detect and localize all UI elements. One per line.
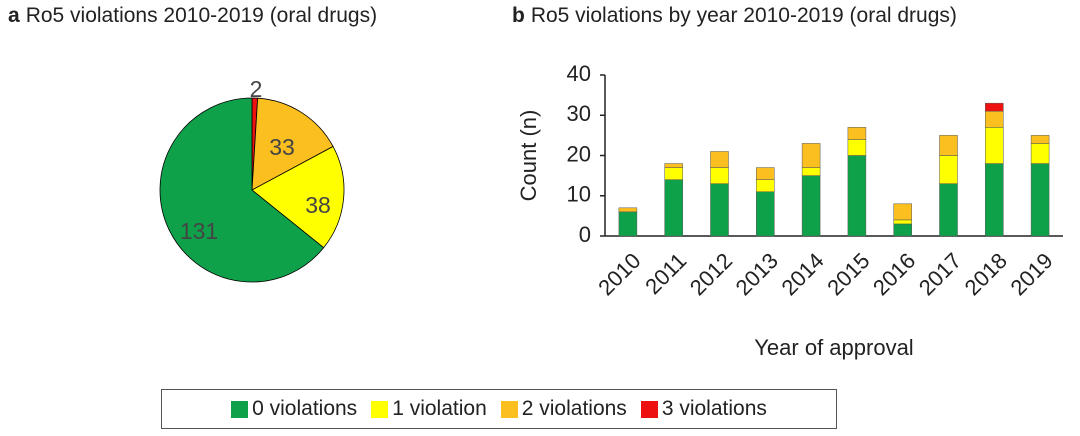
bar-segment bbox=[664, 179, 683, 237]
y-tick-label: 10 bbox=[567, 182, 591, 207]
x-tick-label: 2013 bbox=[731, 248, 783, 300]
bar-segment bbox=[893, 219, 912, 225]
x-tick-label: 2014 bbox=[776, 248, 828, 300]
x-tick-label: 2017 bbox=[914, 248, 966, 300]
bar-segment bbox=[939, 135, 958, 156]
bar-segment bbox=[756, 167, 775, 180]
pie-data-label: 2 bbox=[250, 76, 263, 102]
bar-segment bbox=[893, 203, 912, 221]
pie-chart: 2 33 38 131 bbox=[159, 76, 345, 283]
bar-segment bbox=[664, 167, 683, 180]
bar-segment bbox=[985, 102, 1004, 112]
x-tick-label: 2010 bbox=[593, 248, 645, 300]
legend-item-0-violations: 0 violations bbox=[231, 397, 357, 421]
y-axis-title: Count (n) bbox=[516, 110, 541, 202]
bar-segment bbox=[847, 139, 867, 156]
bar-segment bbox=[939, 155, 958, 184]
bar-segment bbox=[618, 207, 638, 213]
panel-letter-a: a bbox=[8, 4, 20, 27]
legend: 0 violations 1 violation 2 violations 3 … bbox=[161, 389, 837, 429]
y-tick-label: 30 bbox=[567, 101, 591, 126]
bar-segment bbox=[939, 183, 958, 237]
bar-title-text: Ro5 violations by year 2010-2019 (oral d… bbox=[530, 4, 957, 27]
x-tick-label: 2011 bbox=[640, 248, 691, 299]
x-tick-label: 2019 bbox=[1005, 248, 1057, 300]
bar-segment bbox=[847, 155, 867, 237]
legend-swatch bbox=[371, 400, 389, 418]
legend-label: 1 violation bbox=[392, 397, 487, 420]
pie-data-label: 33 bbox=[269, 134, 295, 160]
legend-item-1-violation: 1 violation bbox=[371, 397, 487, 421]
bar-segment bbox=[801, 167, 821, 176]
x-tick-label: 2015 bbox=[822, 248, 874, 300]
legend-item-3-violations: 3 violations bbox=[640, 397, 767, 421]
bar-segment bbox=[801, 175, 821, 237]
bar-segment bbox=[710, 151, 729, 168]
pie-slice bbox=[251, 145, 345, 249]
x-axis-title: Year of approval bbox=[754, 335, 913, 360]
y-tick-label: 40 bbox=[567, 61, 591, 86]
bar-segment bbox=[664, 163, 683, 168]
panel-letter-b: b bbox=[512, 4, 525, 27]
bar-segment bbox=[618, 211, 638, 237]
pie-title-text: Ro5 violations 2010-2019 (oral drugs) bbox=[25, 4, 378, 27]
legend-swatch bbox=[231, 400, 249, 418]
x-tick-label: 2012 bbox=[685, 248, 737, 300]
y-tick-label: 20 bbox=[567, 141, 591, 166]
bar-segment bbox=[847, 127, 867, 140]
bar-segment bbox=[985, 163, 1004, 237]
legend-swatch bbox=[640, 400, 658, 418]
bar-segment bbox=[1030, 163, 1050, 237]
bar-segment bbox=[893, 223, 912, 237]
bar-segment bbox=[985, 127, 1004, 164]
bar-segment bbox=[1030, 143, 1050, 164]
bar-chart-title: b Ro5 violations by year 2010-2019 (oral … bbox=[512, 4, 957, 28]
pie-slice bbox=[251, 97, 334, 191]
bar-segment bbox=[801, 143, 821, 168]
bar-segment bbox=[710, 183, 729, 237]
x-tick-label: 2016 bbox=[868, 248, 920, 300]
bar-segment bbox=[985, 110, 1004, 128]
pie-data-label: 38 bbox=[305, 192, 331, 218]
pie-slice bbox=[159, 97, 325, 283]
pie-chart-title: a Ro5 violations 2010-2019 (oral drugs) bbox=[8, 4, 377, 28]
legend-label: 2 violations bbox=[521, 397, 627, 420]
y-tick-label: 0 bbox=[579, 222, 591, 247]
bar-segment bbox=[710, 167, 729, 184]
pie-data-label: 131 bbox=[180, 218, 218, 244]
legend-label: 0 violations bbox=[252, 397, 358, 420]
bar-segment bbox=[756, 191, 775, 237]
legend-label: 3 violations bbox=[661, 397, 767, 420]
legend-swatch bbox=[500, 400, 518, 418]
x-tick-label: 2018 bbox=[960, 248, 1012, 300]
bar-segment bbox=[756, 179, 775, 192]
bar-segment bbox=[1030, 135, 1050, 144]
legend-item-2-violations: 2 violations bbox=[500, 397, 627, 421]
